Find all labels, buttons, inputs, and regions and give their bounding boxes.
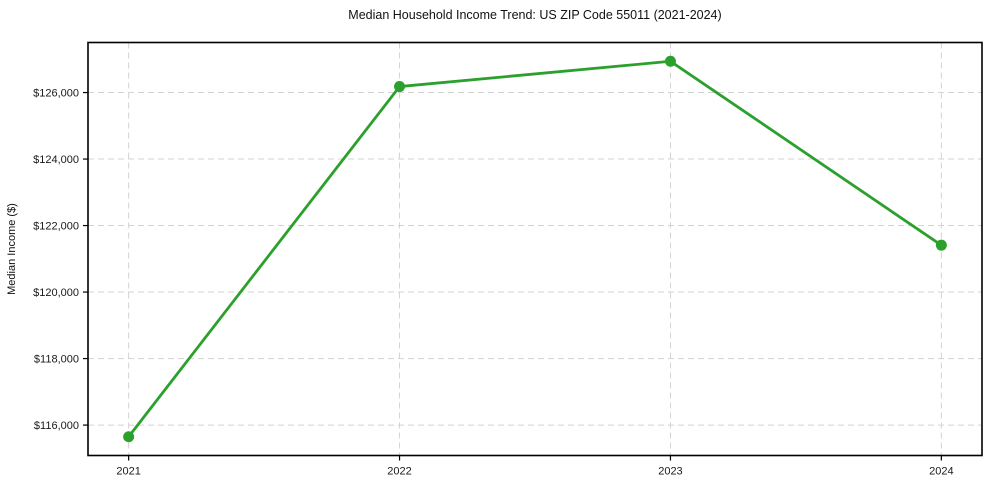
data-point xyxy=(664,55,676,67)
chart-title: Median Household Income Trend: US ZIP Co… xyxy=(348,8,722,22)
x-tick-label: 2024 xyxy=(929,466,953,478)
y-tick-label: $122,000 xyxy=(33,221,79,233)
plot-border xyxy=(87,41,983,457)
y-tick-label: $126,000 xyxy=(33,88,79,100)
data-point xyxy=(123,431,135,443)
y-axis-label: Median Income ($) xyxy=(6,203,18,295)
x-tick-label: 2023 xyxy=(658,466,682,478)
x-tick-label: 2021 xyxy=(116,466,140,478)
data-line xyxy=(127,59,943,439)
y-tick-label: $118,000 xyxy=(34,354,79,366)
y-tick-label: $116,000 xyxy=(34,420,79,432)
y-tick-label: $124,000 xyxy=(33,154,79,166)
data-point xyxy=(394,81,406,93)
data-point xyxy=(935,239,947,251)
x-tick-label: 2022 xyxy=(387,466,411,478)
y-tick-label: $120,000 xyxy=(33,287,79,299)
